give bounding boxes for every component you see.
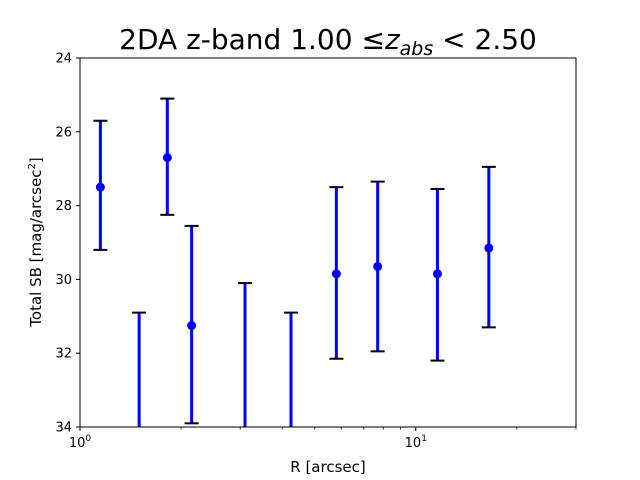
title-suffix: < 2.50 <box>433 23 537 56</box>
y-tick-label: 24 <box>55 52 72 67</box>
title-z-subscript: abs <box>400 38 434 60</box>
data-point <box>95 182 105 192</box>
chart-title: 2DA z-band 1.00 ≤zabs < 2.50 <box>119 23 537 60</box>
axes-frame <box>79 57 577 428</box>
x-tick-label: 100 <box>69 434 92 451</box>
y-axis-label: Total SB [mag/arcsec2] <box>27 157 45 327</box>
data-point <box>373 261 383 271</box>
data-point <box>331 269 341 279</box>
data-point <box>187 321 197 331</box>
x-tick-label: 101 <box>405 434 427 451</box>
y-tick-label: 26 <box>55 125 72 140</box>
title-z: z <box>384 23 401 56</box>
plot-area <box>93 97 496 427</box>
y-tick-label: 32 <box>55 347 72 362</box>
data-point <box>484 243 494 253</box>
title-prefix: 2DA z-band 1.00 <box>119 23 361 56</box>
title-leq-symbol: ≤ <box>361 23 384 56</box>
y-axis-label-close: ] <box>27 157 45 163</box>
data-point <box>162 153 172 163</box>
data-point <box>432 269 442 279</box>
y-axis-label-sup: 2 <box>27 163 38 169</box>
x-axis-label: R [arcsec] <box>290 458 365 476</box>
y-tick-label: 34 <box>55 421 72 436</box>
y-axis-label-text: Total SB [mag/arcsec <box>27 170 45 328</box>
y-tick-label: 28 <box>55 199 72 214</box>
y-tick-label: 30 <box>55 273 72 288</box>
